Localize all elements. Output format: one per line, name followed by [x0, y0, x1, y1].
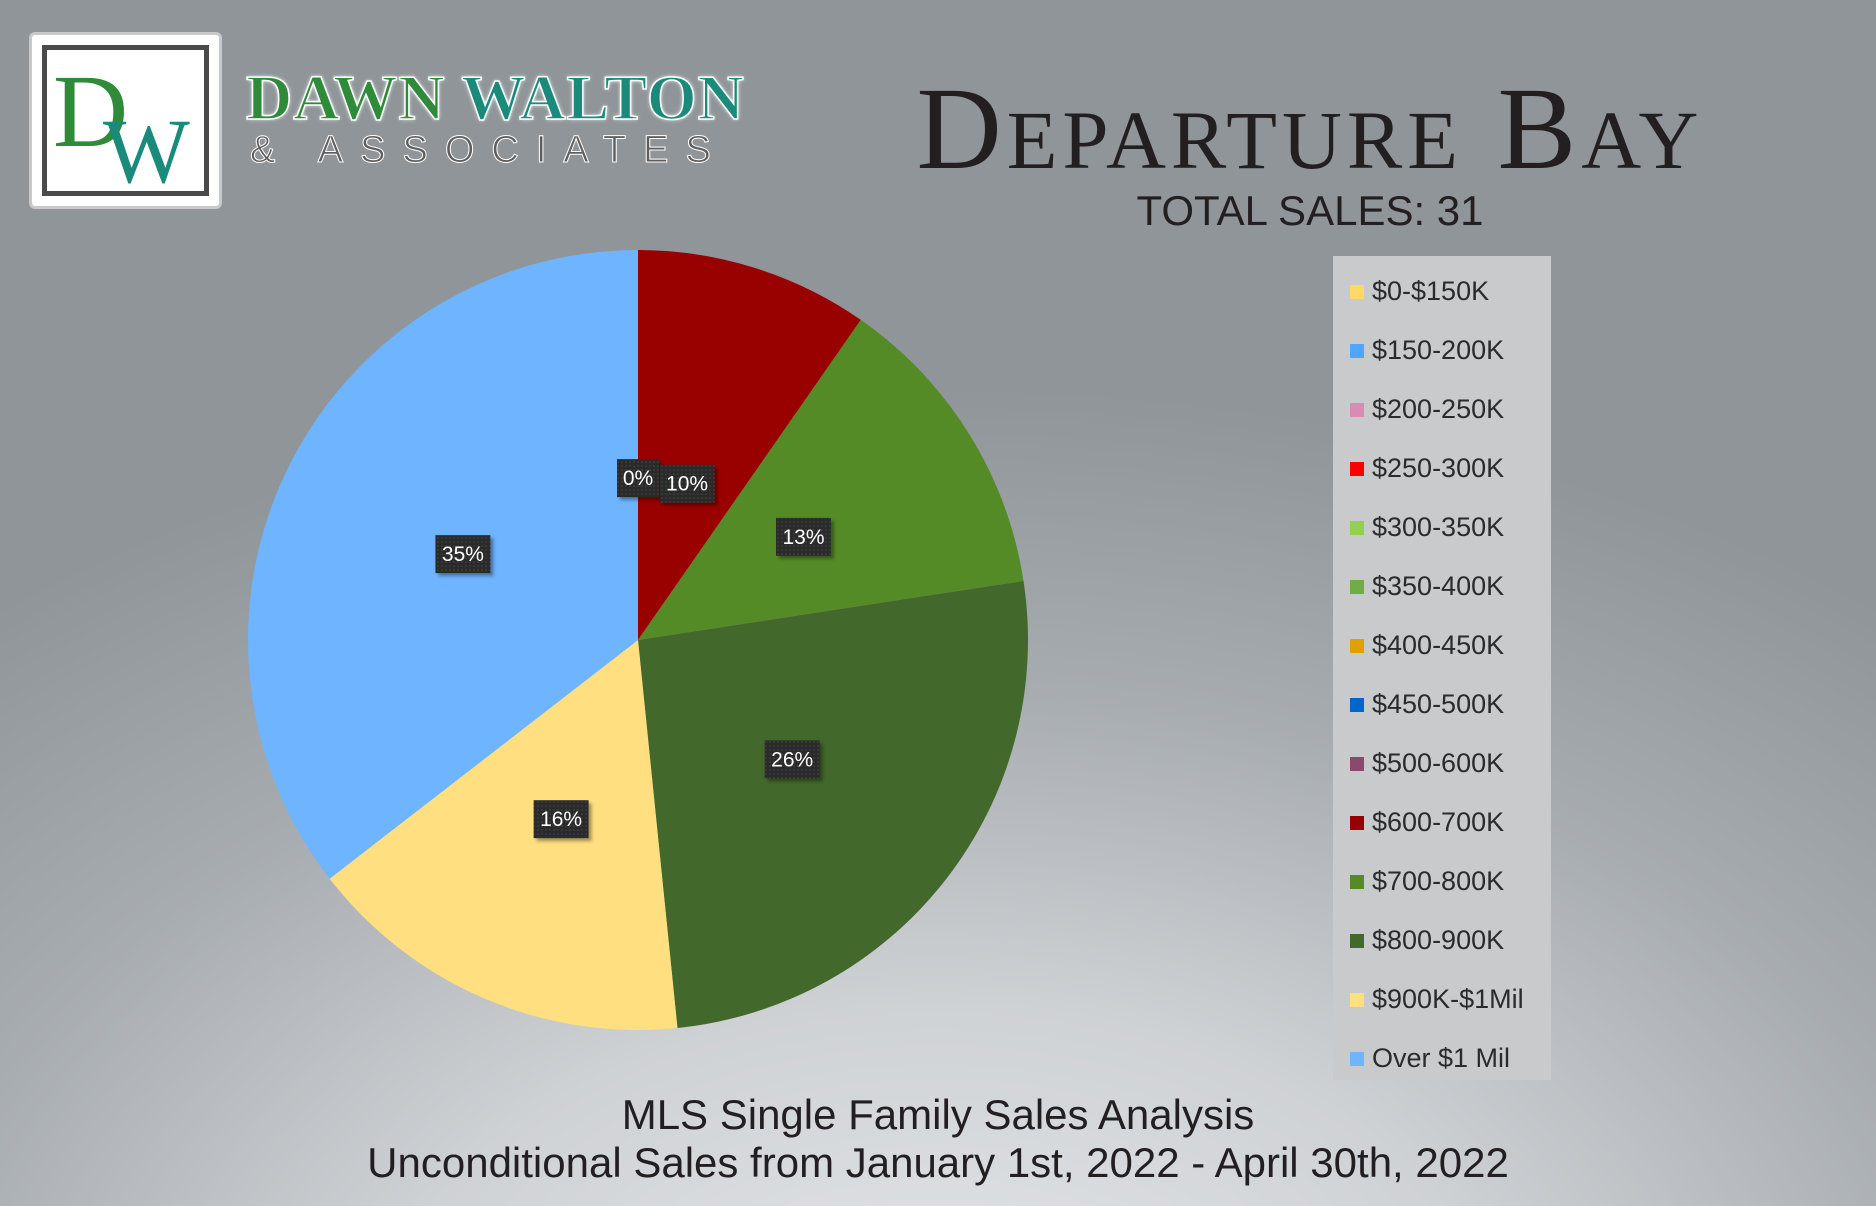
legend-label: $350-400K	[1372, 571, 1505, 601]
legend-swatch	[1350, 756, 1364, 771]
legend-item-800-900k: $800-900K	[1333, 911, 1551, 970]
pie-slices	[248, 250, 1028, 1030]
legend-label: $200-250K	[1372, 394, 1505, 424]
logo-mark-icon: D W	[53, 54, 190, 191]
legend-item-0-150k: $0-$150K	[1333, 262, 1551, 321]
legend-swatch	[1350, 284, 1364, 299]
legend-swatch	[1350, 461, 1364, 476]
data-label-text: 35%	[442, 543, 484, 566]
legend-label: Over $1 Mil	[1372, 1043, 1511, 1073]
legend-swatch	[1350, 933, 1364, 948]
legend-label: $500-600K	[1372, 748, 1505, 778]
data-label-700-800k: 13%	[775, 517, 831, 556]
legend-item-350-400k: $350-400K	[1333, 557, 1551, 616]
total-sales: TOTAL SALES: 31	[1136, 187, 1484, 234]
data-label-text: 13%	[782, 526, 824, 549]
chart-subtitle: MLS Single Family Sales Analysis	[621, 1091, 1255, 1138]
data-label-900k-1mil: 16%	[533, 800, 589, 839]
legend-label: $450-500K	[1372, 689, 1505, 719]
data-label-0-150k: 0%	[617, 459, 659, 498]
logo-mark-letter-w: W	[103, 100, 190, 191]
logo-box: D W	[29, 32, 222, 209]
legend-swatch	[1350, 815, 1364, 830]
chart-legend: $0-$150K $150-200K $200-250K $250-300K $300-…	[1333, 256, 1551, 1080]
pie-labels: 0% 10% 13% 26% 16% 35%	[435, 459, 831, 839]
data-label-text: 10%	[666, 473, 708, 496]
data-label-over-1-mil: 35%	[435, 535, 491, 574]
data-label-text: 0%	[623, 467, 653, 490]
legend-label: $600-700K	[1372, 807, 1505, 837]
data-label-text: 16%	[540, 808, 582, 831]
legend-item-250-300k: $250-300K	[1333, 439, 1551, 498]
legend-item-450-500k: $450-500K	[1333, 675, 1551, 734]
legend-label: $700-800K	[1372, 866, 1505, 896]
data-label-box	[533, 800, 589, 839]
legend-item-500-600k: $500-600K	[1333, 734, 1551, 793]
pie-slice-600-700k	[638, 250, 861, 640]
brand-subtitle: & ASSOCIATES	[250, 129, 728, 171]
data-label-box	[435, 535, 491, 574]
pie-slice-900k-1mil	[329, 640, 678, 1030]
legend-item-150-200k: $150-200K	[1333, 321, 1551, 380]
legend-item-700-800k: $700-800K	[1333, 852, 1551, 911]
data-label-box	[617, 459, 659, 498]
legend-swatch	[1350, 992, 1364, 1007]
data-label-text: 26%	[771, 748, 813, 771]
data-label-box	[764, 740, 820, 779]
legend-swatch	[1350, 579, 1364, 594]
legend-item-600-700k: $600-700K	[1333, 793, 1551, 852]
legend-swatch	[1350, 874, 1364, 889]
legend-item-400-450k: $400-450K	[1333, 616, 1551, 675]
legend-label: $0-$150K	[1372, 276, 1490, 306]
legend-item-300-350k: $300-350K	[1333, 498, 1551, 557]
legend-label: $250-300K	[1372, 453, 1505, 483]
legend-label: $900K-$1Mil	[1372, 984, 1524, 1014]
brand-name-second: WALTON	[461, 62, 745, 133]
legend-swatch	[1350, 402, 1364, 417]
legend-label: $400-450K	[1372, 630, 1505, 660]
logo-mark-letter-d: D	[53, 54, 128, 169]
legend-swatch	[1350, 1051, 1364, 1066]
pie-slice-700-800k	[638, 319, 1024, 640]
legend-swatch	[1350, 638, 1364, 653]
legend-label: $150-200K	[1372, 335, 1505, 365]
page-title: Departure Bay	[916, 63, 1704, 194]
brand-name: DAWN WALTON	[245, 65, 745, 131]
legend-item-over-1-mil: Over $1 Mil	[1333, 1029, 1551, 1088]
legend-item-900k-1mil: $900K-$1Mil	[1333, 970, 1551, 1029]
chart-date-range: Unconditional Sales from January 1st, 20…	[367, 1139, 1509, 1186]
data-label-box	[775, 517, 831, 556]
legend-swatch	[1350, 520, 1364, 535]
legend-label: $300-350K	[1372, 512, 1505, 542]
pie-slice-800-900k	[638, 580, 1028, 1028]
brand-name-first: DAWN	[245, 62, 446, 133]
data-label-600-700k: 10%	[659, 464, 715, 503]
legend-label: $800-900K	[1372, 925, 1505, 955]
legend-item-200-250k: $200-250K	[1333, 380, 1551, 439]
data-label-box	[659, 464, 715, 503]
data-label-800-900k: 26%	[764, 740, 820, 779]
legend-swatch	[1350, 697, 1364, 712]
logo-frame: D W	[42, 45, 209, 196]
legend-swatch	[1350, 343, 1364, 358]
